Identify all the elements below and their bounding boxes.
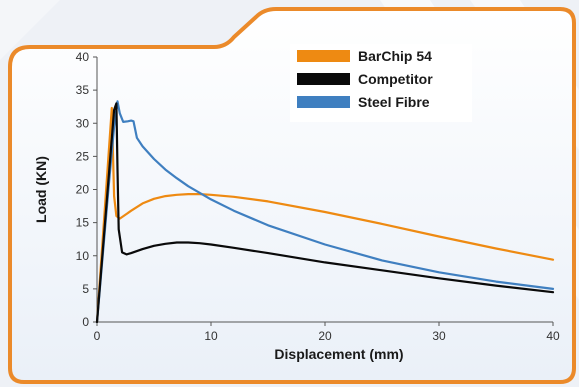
x-tick-label: 40 — [546, 329, 560, 343]
legend-label-barchip-54: BarChip 54 — [358, 48, 432, 64]
y-axis-title: Load (KN) — [33, 156, 49, 223]
series-line-competitor — [95, 102, 555, 324]
legend-swatch-steel-fibre — [297, 96, 350, 108]
series-line-steel-fibre — [95, 100, 555, 324]
y-tick-label: 25 — [76, 149, 90, 163]
legend-swatch-competitor — [297, 73, 350, 85]
y-tick-label: 30 — [76, 116, 90, 130]
y-tick-label: 35 — [76, 83, 90, 97]
series-line-barchip-54 — [95, 106, 555, 324]
y-tick-label: 40 — [76, 50, 90, 64]
x-tick-label: 10 — [204, 329, 218, 343]
legend-label-steel-fibre: Steel Fibre — [358, 94, 430, 110]
x-axis-title: Displacement (mm) — [274, 346, 403, 362]
y-tick-label: 20 — [76, 183, 90, 197]
y-tick-label: 15 — [76, 216, 90, 230]
y-tick-label: 0 — [82, 315, 89, 329]
legend-label-competitor: Competitor — [358, 71, 433, 87]
y-tick-label: 10 — [76, 249, 90, 263]
legend-swatch-barchip-54 — [297, 50, 350, 62]
x-tick-label: 30 — [432, 329, 446, 343]
x-tick-label: 20 — [318, 329, 332, 343]
y-tick-label: 5 — [82, 282, 89, 296]
legend: BarChip 54 Competitor Steel Fibre — [290, 44, 472, 122]
x-tick-label: 0 — [94, 329, 101, 343]
